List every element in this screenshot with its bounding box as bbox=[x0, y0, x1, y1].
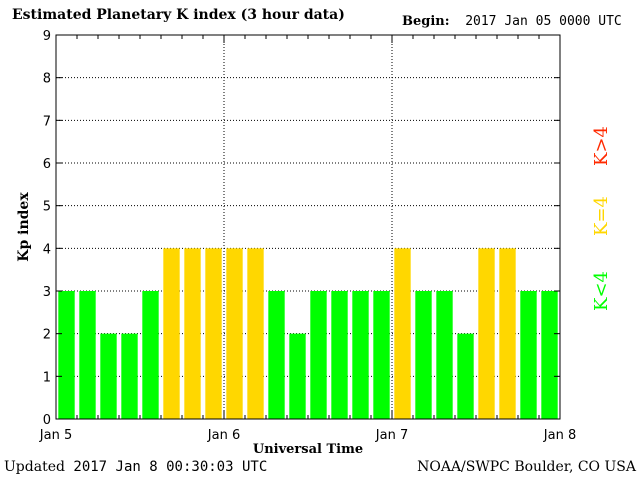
kp-bar bbox=[226, 248, 243, 419]
updated-label: Updated bbox=[4, 459, 65, 475]
begin-label: Begin: bbox=[402, 14, 450, 29]
y-tick-label: 8 bbox=[43, 72, 51, 87]
y-tick-label: 0 bbox=[43, 413, 51, 428]
x-day-label: Jan 6 bbox=[207, 428, 240, 443]
kp-bar bbox=[520, 291, 537, 419]
kp-bar bbox=[310, 291, 327, 419]
y-axis-label: Kp index bbox=[16, 192, 32, 262]
kp-chart: 0 1 2 3 4 5 6 7 8 9 Jan 5 Jan 6 Jan 7 Jan 8 Kp index… bbox=[16, 29, 612, 457]
kp-bar bbox=[499, 248, 516, 419]
y-tick-label: 3 bbox=[43, 285, 51, 300]
kp-bar bbox=[352, 291, 369, 419]
kp-bar bbox=[289, 333, 306, 419]
kp-bar bbox=[415, 291, 432, 419]
kp-bar bbox=[184, 248, 201, 419]
legend-k-greater-4: K>4 bbox=[591, 126, 612, 166]
kp-bar bbox=[268, 291, 285, 419]
kp-bar bbox=[58, 291, 75, 419]
legend-k-equal-4: K=4 bbox=[591, 196, 612, 236]
kp-bar bbox=[142, 291, 159, 419]
kp-bar bbox=[394, 248, 411, 419]
kp-bar bbox=[163, 248, 180, 419]
bars bbox=[58, 248, 558, 419]
begin-timestamp: Begin: 2017 Jan 05 0000 UTC bbox=[402, 14, 622, 29]
kp-bar bbox=[79, 291, 96, 419]
y-tick-label: 1 bbox=[43, 370, 51, 385]
kp-bar bbox=[121, 333, 138, 419]
kp-bar bbox=[100, 333, 117, 419]
x-day-label: Jan 5 bbox=[39, 428, 72, 443]
kp-bar bbox=[457, 333, 474, 419]
kp-bar bbox=[205, 248, 222, 419]
credit-text: NOAA/SWPC Boulder, CO USA bbox=[417, 459, 636, 475]
x-day-label: Jan 7 bbox=[375, 428, 408, 443]
x-ticks: Jan 5 Jan 6 Jan 7 Jan 8 bbox=[39, 35, 576, 443]
y-tick-label: 7 bbox=[43, 114, 51, 129]
grid-lines bbox=[56, 35, 560, 419]
y-tick-label: 9 bbox=[43, 29, 51, 44]
y-tick-label: 6 bbox=[43, 157, 51, 172]
kp-bar bbox=[478, 248, 495, 419]
kp-bar bbox=[247, 248, 264, 419]
chart-title: Estimated Planetary K index (3 hour data… bbox=[12, 7, 345, 23]
y-tick-label: 5 bbox=[43, 200, 51, 215]
kp-bar bbox=[331, 291, 348, 419]
y-tick-label: 4 bbox=[43, 242, 51, 257]
kp-bar bbox=[373, 291, 390, 419]
updated-timestamp: Updated 2017 Jan 8 00:30:03 UTC bbox=[4, 459, 267, 475]
x-day-label: Jan 8 bbox=[543, 428, 576, 443]
begin-value: 2017 Jan 05 0000 UTC bbox=[465, 14, 622, 29]
y-ticks: 0 1 2 3 4 5 6 7 8 9 bbox=[43, 29, 560, 428]
kp-bar bbox=[541, 291, 558, 419]
kp-bar bbox=[436, 291, 453, 419]
updated-value: 2017 Jan 8 00:30:03 UTC bbox=[73, 459, 268, 475]
y-tick-label: 2 bbox=[43, 328, 51, 343]
legend-k-less-4: K<4 bbox=[591, 271, 612, 311]
x-axis-label: Universal Time bbox=[253, 442, 363, 457]
